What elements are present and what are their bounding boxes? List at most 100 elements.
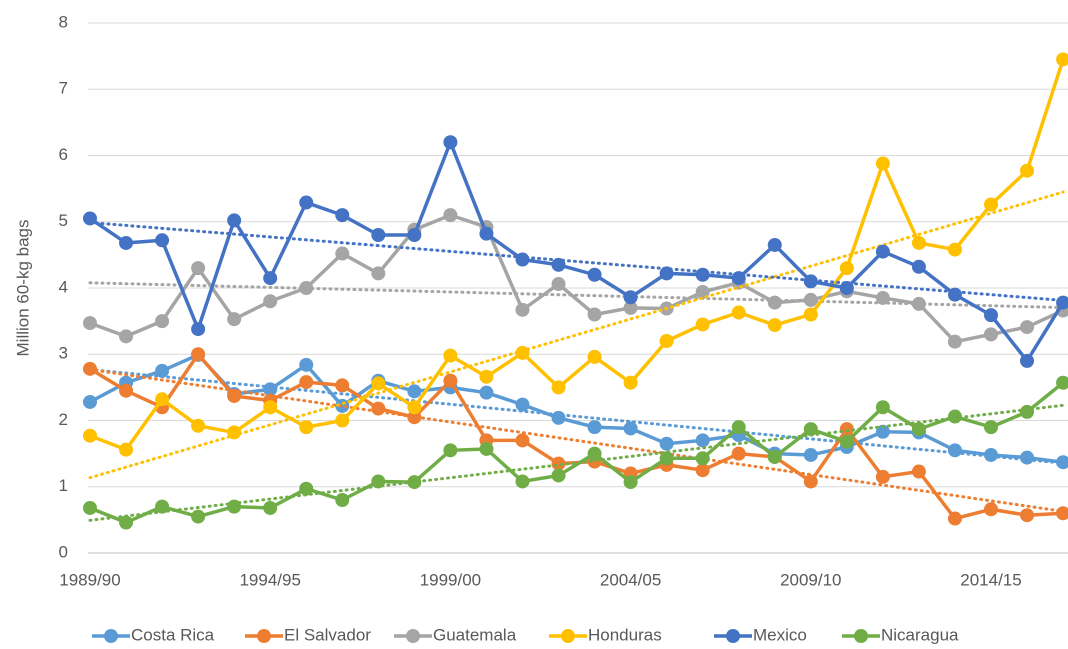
data-point — [947, 287, 962, 302]
data-point — [623, 300, 638, 315]
data-point — [227, 312, 242, 327]
data-point — [803, 274, 818, 289]
y-tick-label: 8 — [59, 12, 68, 31]
data-point — [731, 271, 746, 286]
y-tick-label: 1 — [59, 476, 68, 495]
data-point — [984, 308, 998, 323]
data-point — [767, 295, 782, 310]
legend-label: Costa Rica — [131, 625, 215, 644]
data-point — [551, 257, 566, 272]
data-point — [227, 499, 242, 514]
y-tick-label: 7 — [59, 79, 68, 98]
series-line — [89, 353, 1064, 464]
data-point — [984, 502, 998, 517]
legend-label: Guatemala — [433, 625, 517, 644]
data-point — [911, 422, 926, 437]
data-point — [767, 449, 782, 464]
data-point — [551, 456, 566, 471]
data-point — [335, 493, 350, 507]
data-point — [587, 307, 602, 322]
data-point — [443, 373, 458, 388]
data-point — [299, 281, 314, 295]
data-point — [587, 349, 602, 364]
legend-marker — [406, 629, 420, 643]
data-point — [515, 252, 530, 267]
data-point — [407, 384, 422, 399]
data-point — [1056, 295, 1068, 310]
series-line — [89, 213, 1064, 344]
data-point — [155, 233, 170, 248]
series-line — [89, 58, 1065, 452]
legend-label: Nicaragua — [881, 625, 959, 644]
data-point — [767, 318, 782, 333]
data-point — [1056, 375, 1068, 390]
data-point — [263, 382, 278, 397]
data-point — [479, 441, 494, 456]
data-point — [839, 422, 854, 437]
data-point — [659, 451, 674, 466]
data-point — [695, 463, 710, 478]
legend-marker — [726, 629, 740, 643]
data-point — [407, 228, 422, 242]
data-point — [695, 267, 710, 282]
data-point — [984, 447, 998, 462]
legend-label: Honduras — [588, 625, 662, 644]
data-point — [803, 292, 818, 307]
y-tick-label: 4 — [59, 277, 68, 296]
x-tick-label: 2014/15 — [960, 570, 1021, 589]
data-point — [299, 481, 314, 496]
data-point — [947, 242, 962, 257]
data-point — [587, 267, 602, 282]
data-point — [83, 361, 97, 376]
legend-marker — [104, 629, 118, 643]
legend-marker — [561, 629, 575, 643]
data-point — [803, 422, 818, 437]
series-line — [89, 140, 1065, 363]
data-point — [731, 420, 746, 435]
data-point — [1020, 163, 1035, 178]
data-point — [875, 469, 890, 484]
data-point — [83, 211, 97, 226]
data-point — [911, 235, 926, 250]
data-point — [947, 334, 962, 349]
data-point — [695, 451, 710, 466]
data-point — [587, 420, 602, 435]
data-point — [587, 446, 602, 461]
y-axis-label: Million 60-kg bags — [13, 219, 32, 356]
data-point — [335, 413, 350, 428]
x-tick-label: 2004/05 — [600, 570, 661, 589]
data-point — [443, 348, 458, 363]
data-point — [335, 398, 350, 413]
data-point — [479, 226, 494, 241]
data-point — [803, 447, 818, 462]
data-point — [119, 329, 134, 344]
data-point — [191, 261, 206, 276]
data-point — [263, 400, 278, 415]
data-point — [767, 237, 782, 252]
data-point — [551, 468, 566, 483]
data-point — [119, 515, 134, 530]
data-point — [551, 277, 566, 292]
y-tick-label: 6 — [59, 145, 68, 164]
data-point — [299, 375, 314, 390]
trend-line — [88, 281, 1065, 310]
data-point — [984, 420, 998, 435]
data-point — [515, 397, 530, 412]
x-tick-label: 1989/90 — [59, 570, 120, 589]
data-point — [623, 290, 638, 305]
data-point — [227, 213, 242, 228]
data-point — [335, 246, 350, 261]
data-point — [695, 433, 710, 448]
data-point — [443, 135, 458, 150]
data-point — [1020, 508, 1035, 523]
data-point — [803, 474, 818, 489]
data-point — [407, 475, 422, 490]
data-point — [371, 228, 386, 242]
data-point — [515, 345, 530, 360]
x-tick-label: 2009/10 — [780, 570, 841, 589]
data-point — [299, 420, 314, 435]
y-tick-label: 3 — [59, 344, 68, 363]
data-point — [83, 500, 97, 515]
data-point — [659, 334, 674, 348]
